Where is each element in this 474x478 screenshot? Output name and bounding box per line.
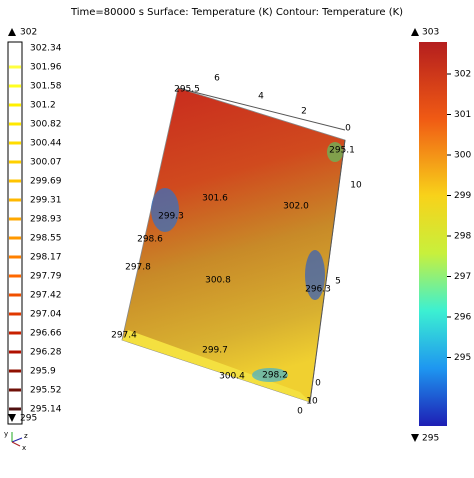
legend-max: 302: [20, 28, 37, 38]
legend-max: 303: [422, 28, 439, 38]
min-arrow: [8, 414, 16, 422]
contour-label: 295.5: [174, 85, 200, 95]
level-label: 298.93: [30, 215, 62, 225]
contour-label: 301.6: [202, 194, 228, 204]
level-label: 301.2: [30, 101, 56, 111]
triad: y zx: [4, 430, 28, 452]
level-label: 296.28: [30, 348, 62, 358]
cold-spot: [305, 250, 325, 300]
cold-spot: [151, 188, 179, 232]
axis-line: [177, 87, 346, 131]
level-label: 297.42: [30, 291, 62, 301]
contour-label: 297.4: [111, 331, 137, 341]
axis-tick-label: 0: [345, 124, 351, 134]
tick-label: 302: [454, 70, 471, 80]
legend-min: 295: [422, 434, 439, 444]
level-label: 298.55: [30, 234, 62, 244]
max-arrow: [8, 28, 16, 36]
tick-label: 301: [454, 110, 471, 120]
triad-label: x: [22, 444, 26, 452]
axis-tick-label: 2: [301, 107, 307, 117]
triad-axis: [11, 441, 21, 447]
contour-label: 298.2: [262, 371, 288, 381]
contour-legend: 302 302.34 301.96 301.58 301.2 300.82 300.44 30…: [7, 28, 62, 425]
triad-label: y: [4, 430, 8, 438]
contour-labels: 295.5 295.1 301.6 302.0 299.3 298.6 297.8 300.8…: [111, 85, 355, 382]
legend-min: 295: [20, 414, 37, 424]
surface-legend: 303 302 301 300 299 298 297 296 295 295: [411, 28, 471, 444]
triad-axis: [11, 437, 23, 443]
contour-label: 299.7: [202, 346, 228, 356]
surface: [121, 87, 346, 403]
level-label: 298.17: [30, 253, 62, 263]
tick-label: 299: [454, 191, 471, 201]
legend-box: [7, 41, 23, 425]
axis-tick-label: 10: [306, 397, 318, 407]
level-label: 297.04: [30, 310, 62, 320]
min-arrow: [411, 434, 419, 442]
cold-spot: [327, 142, 343, 162]
level-label: 300.44: [30, 139, 62, 149]
contour-label: 299.3: [158, 212, 184, 222]
cold-spot: [252, 368, 288, 382]
contour-label: 300.8: [205, 276, 231, 286]
tick-label: 295: [454, 353, 471, 363]
level-label: 299.69: [30, 177, 62, 187]
axis-line: [309, 139, 346, 403]
contour-label: 300.4: [219, 372, 245, 382]
contour-label: 302.0: [283, 202, 309, 212]
contour-label: 296.3: [305, 285, 331, 295]
level-label: 300.82: [30, 120, 62, 130]
level-label: 297.79: [30, 272, 62, 282]
axis-tick-label: 5: [335, 277, 341, 287]
axis-tick-label: 0: [315, 379, 321, 389]
axis-tick-label: 4: [258, 92, 264, 102]
color-bar: [419, 42, 447, 426]
triad-label: z: [24, 432, 28, 440]
axis-tick-label: 10: [350, 181, 362, 191]
level-label: 295.9: [30, 367, 56, 377]
level-label: 301.96: [30, 63, 62, 73]
title: Time=80000 s Surface: Temperature (K) Co…: [70, 7, 403, 18]
contour-label: 298.6: [137, 235, 163, 245]
level-label: 295.14: [30, 405, 62, 415]
level-label: 301.58: [30, 82, 62, 92]
level-label: 295.52: [30, 386, 62, 396]
tick-label: 296: [454, 313, 471, 323]
tick-label: 298: [454, 232, 471, 242]
axis-tick-label: 0: [297, 407, 303, 417]
tick-label: 300: [454, 151, 471, 161]
contour-label: 295.1: [329, 146, 355, 156]
contour-label: 297.8: [125, 263, 151, 273]
level-label: 296.66: [30, 329, 62, 339]
level-label: 300.07: [30, 158, 62, 168]
bottom-band: [122, 330, 310, 402]
level-label: 302.34: [30, 44, 62, 54]
domain-face: [121, 87, 346, 403]
level-label: 299.31: [30, 196, 62, 206]
axis-tick-label: 6: [214, 74, 220, 84]
max-arrow: [411, 28, 419, 36]
tick-label: 297: [454, 272, 471, 282]
